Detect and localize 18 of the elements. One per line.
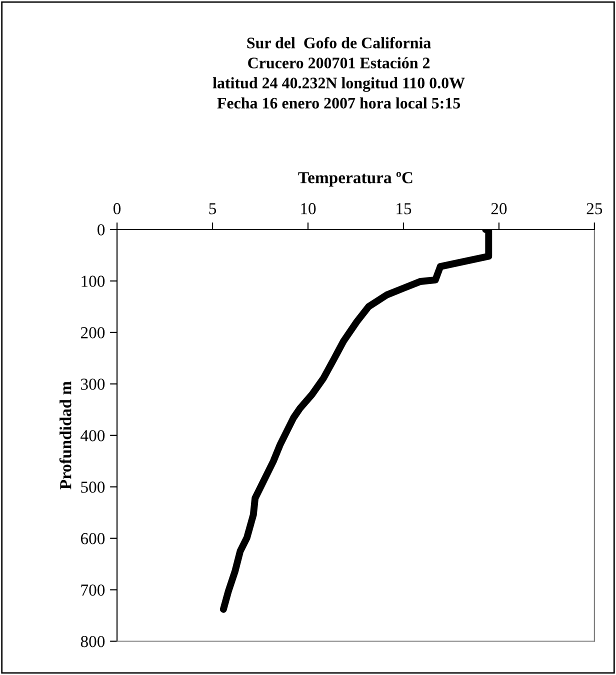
- y-tick-label: 700: [81, 584, 105, 596]
- y-tick-label: 400: [80, 430, 105, 442]
- chart-title: Sur del Gofo de California Crucero 200701 Estación 2 latitud 24 40.232N longitud 110 0.0W Fecha 16 enero 2007 hora local 5:15: [212, 36, 465, 109]
- y-tick-label: 500: [81, 482, 105, 493]
- y-tick-label: 800: [80, 636, 105, 648]
- x-tick-label: 15: [396, 203, 412, 214]
- y-tick-label: 200: [80, 327, 105, 338]
- x-tick-label: 0: [114, 203, 121, 214]
- x-tick-label: 5: [209, 203, 216, 214]
- y-tick-label: 300: [81, 378, 105, 390]
- y-tick-label: 100: [82, 276, 105, 287]
- x-axis-title: Temperatura ºC: [298, 172, 412, 187]
- y-tick-label: 0: [98, 224, 105, 236]
- y-tick-label: 600: [80, 533, 105, 544]
- x-tick-label: 10: [301, 203, 316, 214]
- y-axis-title: Profundidad m: [59, 381, 72, 490]
- x-tick-label: 20: [491, 203, 507, 214]
- x-tick-label: 25: [586, 203, 602, 214]
